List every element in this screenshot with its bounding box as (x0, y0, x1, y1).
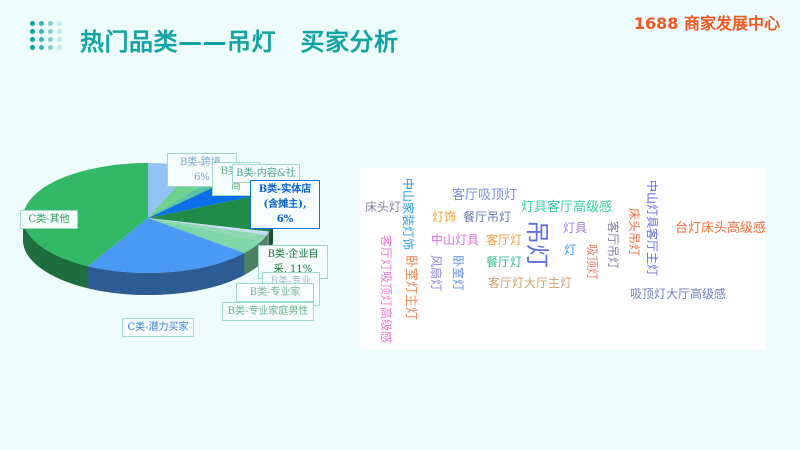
pie-slice-side (244, 241, 262, 276)
word: 中山灯具客厅主灯 (645, 180, 659, 277)
word: 风扇灯 (429, 255, 443, 292)
pie-data-label: B类-专业家庭男性 (222, 302, 314, 321)
word: 中山家装灯饰 (401, 178, 415, 251)
pie-data-label: C类-潜力买家 (122, 318, 194, 337)
decorative-dots-icon (30, 21, 66, 51)
word: 客厅灯大厅主灯 (488, 276, 573, 290)
word: 床头灯 (365, 200, 402, 214)
pie-slice (148, 218, 270, 235)
brand-logo: 1688 商家发展中心 (633, 14, 780, 33)
word: 床头吊灯 (627, 208, 641, 257)
pie-slice (148, 218, 267, 242)
page-title: 热门品类——吊灯 买家分析 (80, 28, 399, 56)
word: 灯具 (563, 221, 588, 235)
pie-slice (148, 218, 262, 254)
word: 卧室灯主灯 (403, 255, 418, 321)
pie-slice (148, 194, 273, 232)
pie-slice (87, 218, 245, 273)
word: 餐厅吊灯 (463, 210, 512, 224)
word: 吊灯 (523, 220, 551, 268)
pie-slice-side (87, 253, 245, 295)
word: 中山灯具 (431, 233, 480, 247)
pie-data-label: B类-专业家 (236, 283, 314, 302)
word: 客厅吊灯 (606, 221, 620, 270)
word: 卧室灯 (451, 255, 465, 292)
pie-slice-side (23, 218, 88, 289)
word: 吸顶灯 (585, 244, 599, 281)
word: 餐厅灯 (486, 255, 523, 269)
word-cloud: 床头灯 中山家装灯饰 客厅灯吸顶灯高级感 卧室灯主灯 客厅吸顶灯 灯具客厅高级感… (360, 168, 767, 350)
word: 吸顶灯大厅高级感 (630, 287, 727, 301)
word: 灯 (564, 243, 577, 257)
word: 客厅灯 (486, 233, 523, 247)
word: 灯饰 (432, 210, 457, 224)
pie-data-label: B类-实体店(含摊主), 6% (250, 180, 320, 229)
pie-slice (23, 163, 148, 267)
pie-data-label: C类-其他 (20, 210, 78, 229)
word: 灯具客厅高级感 (521, 200, 613, 215)
word: 客厅吸顶灯 (452, 188, 518, 203)
word: 台灯床头高级感 (675, 221, 767, 236)
word: 客厅灯吸顶灯高级感 (379, 235, 393, 344)
